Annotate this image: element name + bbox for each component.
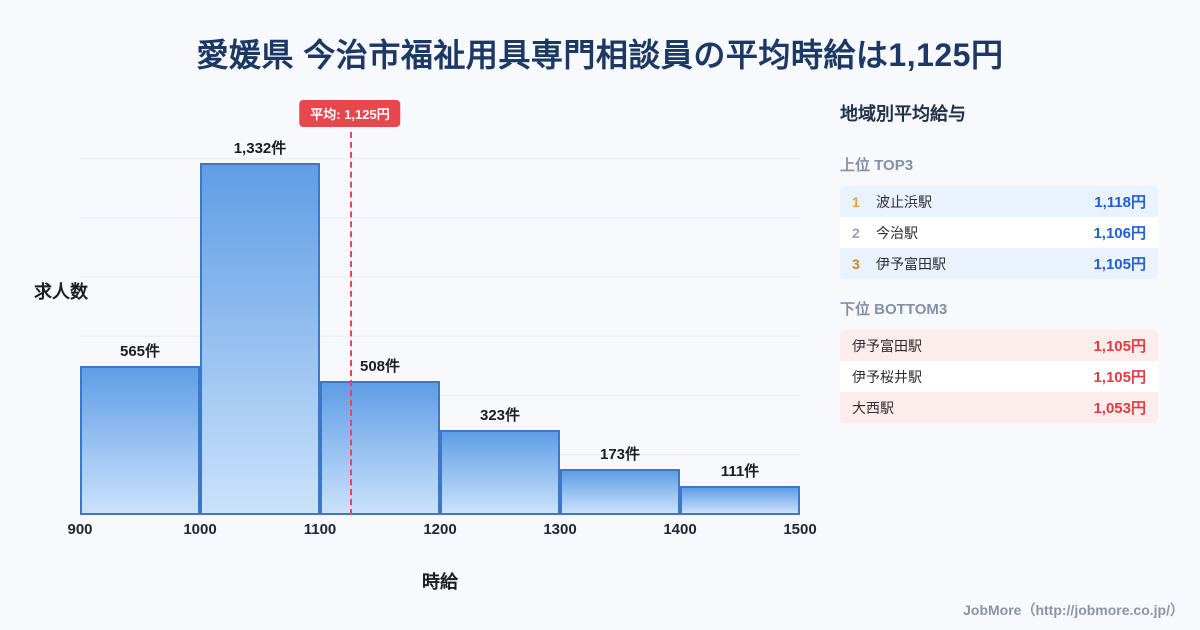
salary-value: 1,105円 [1093,338,1146,355]
table-row: 2 今治駅 1,106円 [840,217,1158,248]
bar-group: 565件 [80,340,200,515]
bar-group: 508件 [320,355,440,515]
credit-text: JobMore（http://jobmore.co.jp/） [963,602,1184,618]
histogram-chart: 565件 1,332件 508件 323件 173件 111件 平均: 1,125円 [80,100,800,515]
bars: 565件 1,332件 508件 323件 173件 111件 [80,100,800,515]
bar-value-label: 323件 [479,407,521,424]
station-name: 伊予富田駅 [852,337,922,354]
salary-value: 1,105円 [1093,369,1146,386]
salary-value: 1,105円 [1093,256,1146,273]
average-badge: 平均: 1,125円 [299,100,401,127]
histogram-bar [80,366,200,515]
page-title: 愛媛県 今治市福祉用具専門相談員の平均時給は1,125円 [196,37,1004,73]
bar-group: 173件 [560,443,680,515]
x-tick-label: 1500 [783,521,817,538]
histogram-bar [560,469,680,515]
table-row: 3 伊予富田駅 1,105円 [840,248,1158,279]
bar-group: 1,332件 [200,137,320,515]
salary-value: 1,118円 [1094,194,1146,211]
bar-value-label: 508件 [359,358,401,375]
table-row: 大西駅 1,053円 [840,392,1158,423]
bar-value-label: 1,332件 [233,140,287,157]
rank-badge: 3 [852,255,860,272]
histogram-bar [200,163,320,515]
bottom3-table: 伊予富田駅 1,105円 伊予桜井駅 1,105円 大西駅 1,053円 [840,330,1158,423]
rank-badge: 2 [852,224,860,241]
histogram-bar [680,486,800,515]
bottom3-title: 下位 BOTTOM3 [840,301,948,318]
salary-value: 1,106円 [1093,225,1146,242]
bar-value-label: 111件 [720,463,760,480]
station-name: 伊予富田駅 [876,255,946,272]
salary-value: 1,053円 [1093,400,1146,417]
histogram-bar [440,430,560,515]
bar-group: 111件 [680,460,800,515]
table-row: 伊予富田駅 1,105円 [840,330,1158,361]
station-name: 大西駅 [852,399,894,416]
bar-value-label: 565件 [119,343,161,360]
histogram-bar [320,381,440,515]
bar-group: 323件 [440,404,560,515]
region-salary-panel: 地域別平均給与 上位 TOP3 1 波止浜駅 1,118円 2 今治駅 1,10… [840,100,1158,442]
x-tick-label: 1200 [423,521,457,538]
x-tick-label: 900 [67,521,93,538]
x-axis-label: 時給 [422,572,458,592]
panel-header: 地域別平均給与 [840,104,966,124]
station-name: 今治駅 [876,224,918,241]
x-tick-label: 1000 [183,521,217,538]
x-ticks: 900 1000 1100 1200 1300 1400 1500 [67,521,816,541]
table-row: 1 波止浜駅 1,118円 [840,186,1158,217]
rank-badge: 1 [852,193,860,210]
y-axis-label: 求人数 [34,282,88,302]
station-name: 波止浜駅 [876,193,932,210]
x-tick-label: 1400 [663,521,697,538]
top3-title: 上位 TOP3 [840,157,914,174]
top3-table: 1 波止浜駅 1,118円 2 今治駅 1,106円 3 伊予富田駅 1,105… [840,186,1158,279]
average-line [350,132,352,515]
station-name: 伊予桜井駅 [852,368,922,385]
x-tick-label: 1100 [303,521,337,538]
bar-value-label: 173件 [599,446,641,463]
x-tick-label: 1300 [543,521,577,538]
table-row: 伊予桜井駅 1,105円 [840,361,1158,392]
